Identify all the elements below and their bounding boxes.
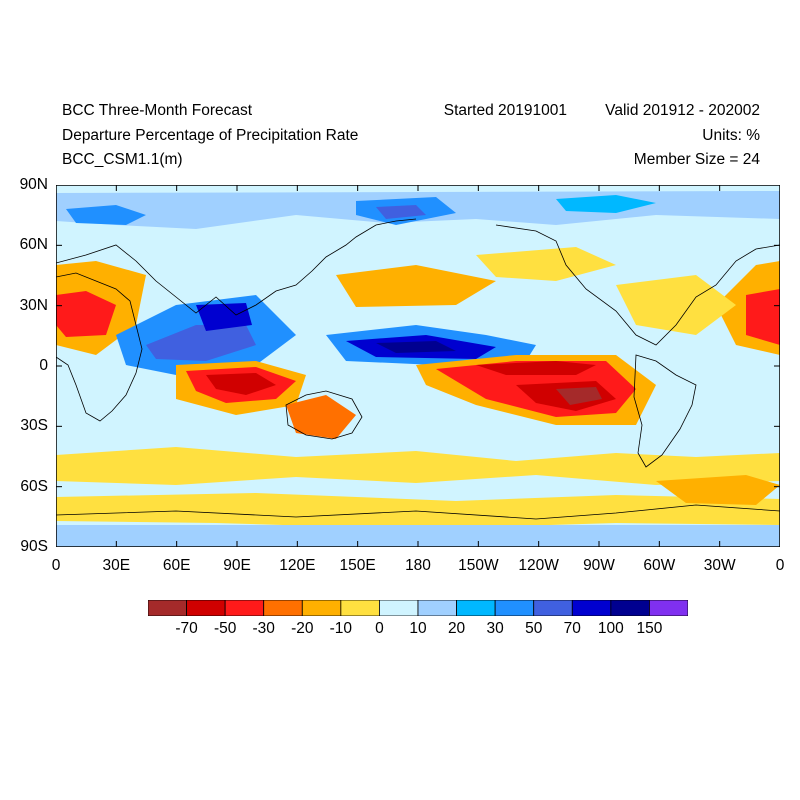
valid-period: Valid 201912 - 202002 bbox=[605, 102, 760, 119]
anomaly-region bbox=[556, 195, 656, 213]
coastline-south-america bbox=[633, 354, 697, 468]
anomaly-region bbox=[656, 475, 780, 505]
model-name: BCC_CSM1.1(m) bbox=[62, 151, 183, 168]
colorbar-swatch bbox=[186, 600, 226, 616]
longitude-label: 60E bbox=[162, 557, 191, 574]
coastline-australia bbox=[285, 390, 363, 440]
coastline-eurasia bbox=[56, 218, 417, 316]
member-size: Member Size = 24 bbox=[633, 151, 760, 168]
colorbar-swatch bbox=[263, 600, 303, 616]
coastline-north-america bbox=[495, 224, 780, 346]
longitude-label: 90E bbox=[223, 557, 251, 574]
longitude-label: 60W bbox=[643, 557, 676, 574]
anomaly-region bbox=[746, 289, 780, 345]
longitude-label: 150E bbox=[339, 557, 376, 574]
colorbar-label: -20 bbox=[291, 620, 314, 637]
colorbar-swatch bbox=[649, 600, 688, 616]
coastline-antarctica bbox=[56, 504, 780, 520]
colorbar-label: 30 bbox=[486, 620, 504, 637]
longitude-label: 30E bbox=[102, 557, 131, 574]
colorbar-swatch bbox=[340, 600, 380, 616]
longitude-label: 0 bbox=[775, 557, 785, 574]
latitude-label: 90S bbox=[20, 538, 48, 555]
anomaly-region bbox=[56, 447, 780, 485]
latitude-label: 0 bbox=[39, 357, 48, 374]
anomaly-region bbox=[286, 395, 356, 439]
colorbar-label: 100 bbox=[597, 620, 624, 637]
title-line-1: BCC Three-Month Forecast bbox=[62, 102, 253, 119]
anomaly-region bbox=[336, 265, 496, 307]
coastline-africa bbox=[56, 272, 143, 422]
coastlines bbox=[56, 218, 780, 520]
colorbar-swatch bbox=[417, 600, 457, 616]
anomaly-region bbox=[376, 341, 456, 353]
colorbar-swatch bbox=[301, 600, 342, 616]
colorbar-label: 70 bbox=[563, 620, 581, 637]
anomaly-region bbox=[146, 325, 256, 361]
started-date: Started 20191001 bbox=[443, 102, 567, 119]
colorbar-label: 50 bbox=[525, 620, 543, 637]
longitude-label: 120E bbox=[279, 557, 316, 574]
longitude-label: 180 bbox=[405, 557, 431, 574]
colorbar-label: 150 bbox=[636, 620, 663, 637]
title-line-2: Departure Percentage of Precipitation Ra… bbox=[62, 127, 359, 144]
latitude-label: 30N bbox=[19, 296, 48, 314]
axis-ticks bbox=[56, 185, 780, 547]
colorbar-swatch bbox=[224, 600, 265, 616]
anomaly-region bbox=[476, 247, 616, 281]
latitude-label: 60N bbox=[19, 236, 48, 254]
colorbar-swatch bbox=[533, 600, 573, 616]
latitude-label: 60S bbox=[20, 477, 48, 495]
colorbar-label: -10 bbox=[329, 620, 353, 637]
longitude-label: 150W bbox=[458, 557, 499, 574]
anomaly-region bbox=[56, 291, 116, 337]
anomaly-region bbox=[206, 373, 276, 395]
colorbar-label: 20 bbox=[447, 620, 466, 637]
colorbar-label: -50 bbox=[213, 620, 237, 637]
latitude-label: 90N bbox=[19, 176, 48, 193]
anomaly-region bbox=[196, 303, 252, 331]
longitude-label: 120W bbox=[518, 557, 559, 574]
colorbar bbox=[148, 600, 688, 616]
map-panel bbox=[56, 185, 780, 547]
longitude-label: 30W bbox=[703, 557, 736, 574]
colorbar-label: -70 bbox=[175, 620, 198, 637]
colorbar-swatch bbox=[610, 600, 650, 616]
colorbar-swatch bbox=[379, 600, 419, 616]
latitude-label: 30S bbox=[20, 417, 48, 435]
colorbar-swatch bbox=[571, 600, 612, 616]
anomaly-region bbox=[66, 205, 146, 225]
precipitation-anomaly-map bbox=[56, 185, 780, 547]
longitude-label: 90W bbox=[583, 557, 615, 574]
colorbar-label: -30 bbox=[252, 620, 275, 637]
anomaly-region bbox=[556, 387, 602, 405]
colorbar-label: 10 bbox=[409, 620, 427, 637]
longitude-label: 0 bbox=[51, 557, 61, 574]
anomaly-region bbox=[476, 361, 596, 375]
anomaly-region bbox=[376, 205, 426, 219]
units-label: Units: % bbox=[702, 127, 760, 144]
anomaly-region bbox=[676, 199, 780, 217]
anomaly-region bbox=[616, 275, 736, 335]
colorbar-label: 0 bbox=[375, 620, 384, 637]
colorbar-swatch bbox=[456, 600, 496, 616]
colorbar-swatch bbox=[148, 600, 187, 616]
colorbar-swatch bbox=[494, 600, 535, 616]
